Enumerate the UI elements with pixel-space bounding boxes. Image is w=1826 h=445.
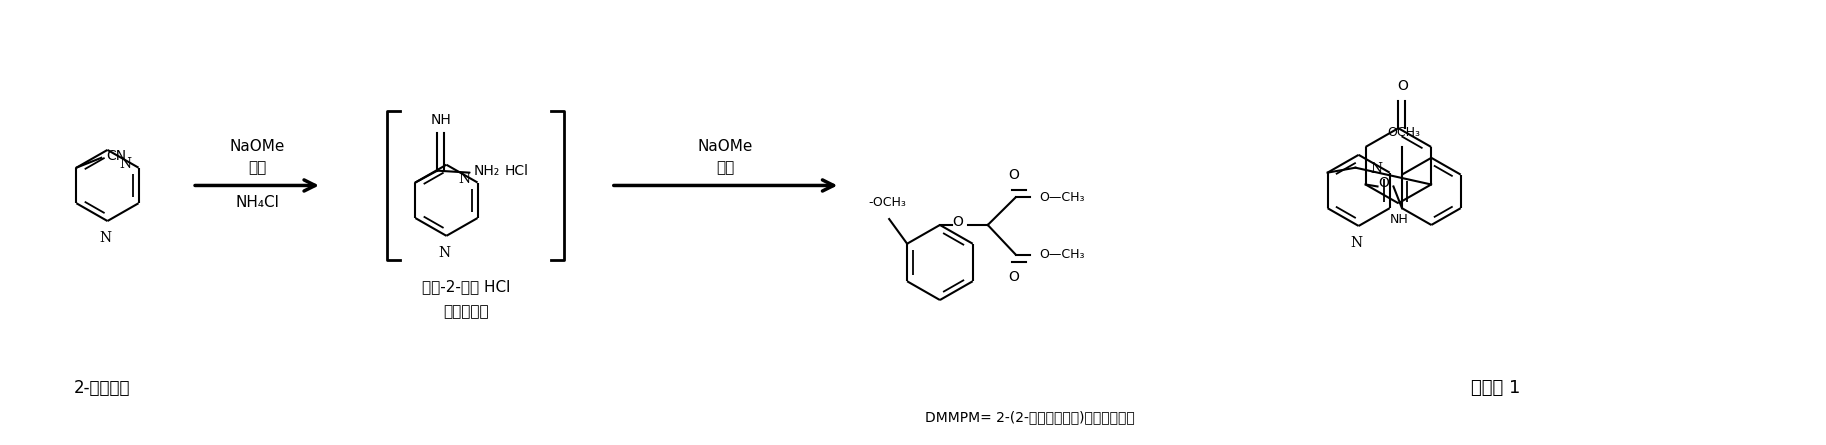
Text: OCH₃: OCH₃ [1388, 126, 1421, 139]
Text: 嘱嘱-2-甲脖 HCl: 嘱嘱-2-甲脖 HCl [422, 279, 511, 294]
Text: NH₄Cl: NH₄Cl [236, 195, 279, 210]
Text: N: N [1371, 162, 1382, 176]
Text: O: O [953, 215, 964, 229]
Text: NaOMe: NaOMe [698, 139, 754, 154]
Text: HCl: HCl [506, 164, 530, 178]
Text: O: O [1008, 271, 1019, 284]
Text: 2-氰基嘱嘱: 2-氰基嘱嘱 [75, 379, 131, 397]
Text: 甲醇: 甲醇 [248, 161, 267, 176]
Text: 化合物 1: 化合物 1 [1472, 379, 1521, 397]
Text: O: O [1008, 167, 1019, 182]
Text: N: N [119, 157, 131, 171]
Text: O: O [1397, 79, 1408, 93]
Text: （未分离）: （未分离） [444, 304, 489, 319]
Text: N: N [1351, 236, 1362, 250]
Text: N: N [458, 172, 471, 186]
Text: NH: NH [431, 113, 451, 127]
Text: CN: CN [106, 149, 126, 163]
Text: N: N [99, 231, 111, 245]
Text: NaOMe: NaOMe [230, 139, 285, 154]
Text: O—CH₃: O—CH₃ [1039, 191, 1085, 204]
Text: O—CH₃: O—CH₃ [1039, 248, 1085, 261]
Text: NH: NH [1390, 213, 1408, 226]
Text: 甲醇: 甲醇 [716, 161, 734, 176]
Text: NH₂: NH₂ [473, 164, 500, 178]
Text: O: O [1379, 177, 1390, 190]
Text: DMMPM= 2-(2-甲氧基苯氧基)丙二酸二甲酯: DMMPM= 2-(2-甲氧基苯氧基)丙二酸二甲酯 [924, 411, 1134, 425]
Text: -OCH₃: -OCH₃ [867, 196, 906, 209]
Text: N: N [438, 246, 451, 260]
